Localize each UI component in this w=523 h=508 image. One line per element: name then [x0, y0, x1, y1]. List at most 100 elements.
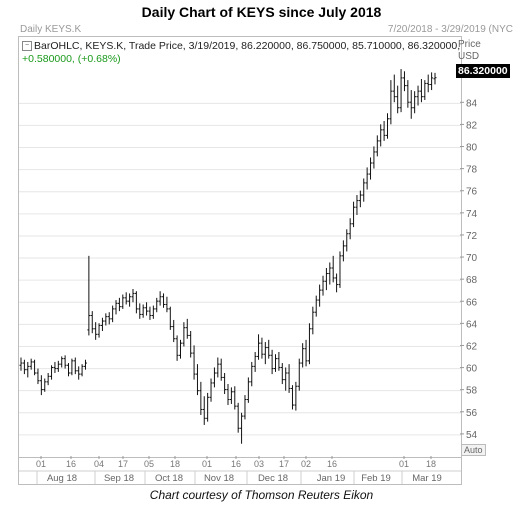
collapse-icon[interactable]: −	[22, 41, 32, 52]
ohlc-bar	[90, 311, 94, 334]
ohlc-bar	[369, 157, 373, 180]
ohlc-bar	[87, 255, 91, 336]
ohlc-bar	[121, 294, 125, 309]
ohlc-bar	[362, 178, 366, 202]
time-axis-svg: 01 16 04 17 05 18 01 16 03 17 02 16 01 18 Aug 18 Sep 18…	[19, 456, 461, 484]
x-day-label: 01	[202, 459, 212, 469]
ohlc-bar	[375, 135, 379, 157]
ohlc-bar	[385, 113, 389, 139]
ohlc-bar	[223, 373, 227, 394]
ohlc-bar	[379, 124, 383, 147]
plot-area[interactable]	[18, 36, 462, 458]
ohlc-bar	[382, 121, 386, 141]
ohlc-bar	[168, 306, 172, 330]
ohlc-bar	[335, 273, 339, 293]
ohlc-bar	[399, 69, 403, 113]
ohlc-bar	[70, 358, 74, 376]
ohlc-bar	[94, 322, 98, 340]
ohlc-bar	[226, 384, 230, 406]
ohlc-bar	[430, 72, 434, 91]
ohlc-bar	[53, 361, 57, 373]
ohlc-bar	[253, 352, 257, 372]
ohlc-bar	[338, 251, 342, 288]
ohlc-bar	[195, 364, 199, 396]
ohlc-bar	[236, 402, 240, 433]
ohlc-bar	[202, 396, 206, 425]
ohlc-bar	[246, 377, 250, 403]
time-axis[interactable]: 01 16 04 17 05 18 01 16 03 17 02 16 01 18 Aug 18 Sep 18…	[18, 456, 462, 485]
y-tick-label: 70	[466, 253, 478, 264]
x-day-label: 01	[36, 459, 46, 469]
ohlc-bar	[372, 146, 376, 169]
x-day-label: 17	[279, 459, 289, 469]
chart-caption: Chart courtesy of Thomson Reuters Eikon	[149, 488, 374, 502]
ohlc-bar	[158, 291, 162, 306]
ohlc-bar	[433, 72, 437, 85]
ohlc-bar	[345, 229, 349, 252]
price-axis-svg: 54 56 58 60 62 64 66 68 70 72 74 76 78 80 82 84	[460, 98, 478, 441]
ohlc-bar	[175, 335, 179, 361]
x-day-label: 05	[144, 459, 154, 469]
ohlc-bar	[392, 74, 396, 103]
ohlc-bar	[138, 303, 142, 319]
ohlc-bar	[352, 201, 356, 228]
ohlc-bar	[22, 359, 26, 375]
ohlc-bar	[413, 91, 417, 114]
ohlc-bar	[141, 304, 145, 318]
ohlc-info-text: BarOHLC, KEYS.K, Trade Price, 3/19/2019,…	[34, 40, 461, 52]
chart-date-range: 7/20/2018 - 3/29/2019 (NYC	[387, 24, 513, 35]
ohlc-bar	[250, 361, 254, 387]
ohlc-bar	[287, 364, 291, 393]
x-day-label: 01	[399, 459, 409, 469]
x-day-label: 04	[94, 459, 104, 469]
ohlc-bar	[301, 343, 305, 368]
ohlc-bar	[280, 363, 284, 385]
x-month-label: Jan 19	[317, 473, 346, 484]
chart-symbol: Daily KEYS.K	[20, 24, 82, 35]
y-tick-label: 84	[466, 98, 478, 109]
ohlc-bar	[19, 357, 23, 371]
ohlc-bar	[355, 195, 359, 215]
ohlc-bar	[162, 293, 166, 308]
auto-scale-button[interactable]: Auto	[461, 444, 486, 456]
y-tick-label: 66	[466, 297, 478, 308]
ohlc-bar	[419, 79, 423, 103]
last-price-label: 86.320000	[456, 64, 510, 78]
ohlc-info-line: − BarOHLC, KEYS.K, Trade Price, 3/19/2019…	[22, 40, 460, 52]
ohlc-bar	[56, 360, 60, 372]
x-day-label: 02	[301, 459, 311, 469]
ohlc-bar	[426, 74, 430, 93]
ohlc-bar	[311, 306, 315, 335]
x-month-label: Mar 19	[412, 473, 442, 484]
ohlc-bar	[389, 80, 393, 125]
ohlc-bar	[219, 358, 223, 381]
ohlc-bar	[294, 381, 298, 411]
ohlc-bar	[341, 240, 345, 262]
ohlc-bar	[402, 71, 406, 92]
ohlc-chart	[19, 69, 461, 444]
y-tick-label: 54	[466, 430, 478, 441]
ohlc-bar	[67, 363, 71, 377]
ohlc-bar	[104, 313, 108, 326]
y-tick-label: 60	[466, 364, 478, 375]
ohlc-bar	[199, 381, 203, 415]
x-day-label: 16	[66, 459, 76, 469]
ohlc-bar	[328, 262, 332, 285]
ohlc-bar	[318, 284, 322, 307]
ohlc-bar	[134, 291, 138, 314]
price-axis[interactable]: 54 56 58 60 62 64 66 68 70 72 74 76 78 80 82 84	[460, 36, 512, 456]
ohlc-bar	[165, 296, 169, 313]
ohlc-bar	[114, 300, 118, 315]
ohlc-bar	[416, 85, 420, 106]
ohlc-bar	[185, 318, 189, 339]
ohlc-bar	[97, 323, 101, 338]
ohlc-bar	[307, 323, 311, 365]
y-tick-label: 62	[466, 341, 478, 352]
ohlc-bar	[274, 354, 278, 372]
ohlc-bar	[29, 358, 33, 370]
ohlc-bar	[365, 167, 369, 190]
ohlc-bar	[284, 367, 288, 391]
ohlc-bar	[243, 395, 247, 420]
ohlc-bar	[107, 312, 111, 325]
ohlc-bar	[26, 361, 30, 378]
